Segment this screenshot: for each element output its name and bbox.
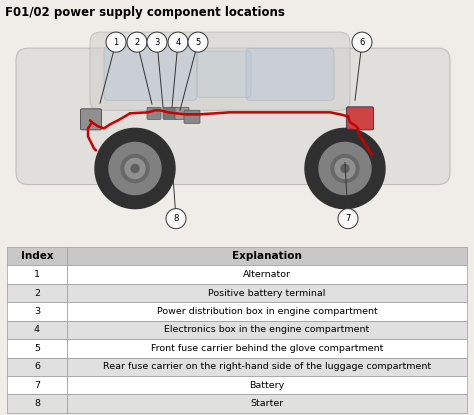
Bar — [7, 284, 67, 302]
Text: F01/02 power supply component locations: F01/02 power supply component locations — [5, 6, 285, 19]
Text: Alternator: Alternator — [243, 270, 291, 279]
FancyBboxPatch shape — [346, 107, 374, 130]
Bar — [7, 376, 67, 395]
Circle shape — [305, 128, 385, 209]
Bar — [7, 265, 67, 284]
Bar — [67, 302, 467, 321]
Text: Electronics box in the engine compartment: Electronics box in the engine compartmen… — [164, 325, 370, 334]
Circle shape — [127, 32, 147, 52]
Circle shape — [341, 164, 349, 173]
Circle shape — [109, 142, 161, 195]
FancyBboxPatch shape — [81, 109, 101, 130]
Text: 8: 8 — [173, 214, 179, 223]
Bar — [67, 395, 467, 413]
Bar — [7, 247, 67, 265]
Bar — [7, 339, 67, 358]
Bar — [67, 376, 467, 395]
FancyBboxPatch shape — [147, 107, 161, 120]
Circle shape — [125, 159, 145, 178]
Bar — [7, 321, 67, 339]
Text: 1: 1 — [113, 38, 118, 46]
FancyBboxPatch shape — [246, 48, 334, 100]
Text: Positive battery terminal: Positive battery terminal — [208, 288, 326, 298]
Circle shape — [335, 159, 355, 178]
Bar — [67, 358, 467, 376]
Text: 5: 5 — [195, 38, 201, 46]
Circle shape — [129, 162, 141, 174]
Circle shape — [147, 32, 167, 52]
FancyBboxPatch shape — [197, 51, 251, 97]
Bar — [67, 265, 467, 284]
Bar — [67, 247, 467, 265]
Circle shape — [121, 154, 149, 183]
Bar — [67, 321, 467, 339]
FancyBboxPatch shape — [16, 48, 450, 185]
Circle shape — [131, 164, 139, 173]
Text: 6: 6 — [34, 362, 40, 371]
Text: 2: 2 — [34, 288, 40, 298]
Text: Starter: Starter — [250, 399, 283, 408]
Bar — [7, 302, 67, 321]
FancyBboxPatch shape — [175, 107, 189, 120]
Text: 1: 1 — [34, 270, 40, 279]
Circle shape — [338, 209, 358, 229]
Bar — [7, 395, 67, 413]
Bar — [67, 284, 467, 302]
Bar — [67, 339, 467, 358]
Circle shape — [319, 142, 371, 195]
Text: 5: 5 — [34, 344, 40, 353]
Text: 3: 3 — [155, 38, 160, 46]
Circle shape — [106, 32, 126, 52]
Text: Index: Index — [21, 251, 53, 261]
Text: Battery: Battery — [249, 381, 284, 390]
FancyBboxPatch shape — [184, 110, 200, 123]
Circle shape — [168, 32, 188, 52]
Circle shape — [339, 162, 351, 174]
Circle shape — [188, 32, 208, 52]
Circle shape — [331, 154, 359, 183]
Text: 6: 6 — [359, 38, 365, 46]
Bar — [7, 358, 67, 376]
Text: 4: 4 — [175, 38, 181, 46]
FancyBboxPatch shape — [104, 46, 197, 100]
Text: Explanation: Explanation — [232, 251, 302, 261]
Text: Rear fuse carrier on the right-hand side of the luggage compartment: Rear fuse carrier on the right-hand side… — [103, 362, 431, 371]
Text: 4: 4 — [34, 325, 40, 334]
Text: Power distribution box in engine compartment: Power distribution box in engine compart… — [156, 307, 377, 316]
Circle shape — [166, 209, 186, 229]
Text: 7: 7 — [34, 381, 40, 390]
Circle shape — [95, 128, 175, 209]
Text: 8: 8 — [34, 399, 40, 408]
Text: 2: 2 — [134, 38, 140, 46]
Circle shape — [352, 32, 372, 52]
Text: 3: 3 — [34, 307, 40, 316]
FancyBboxPatch shape — [90, 32, 350, 110]
Text: 7: 7 — [346, 214, 351, 223]
FancyBboxPatch shape — [163, 107, 177, 120]
Text: Front fuse carrier behind the glove compartment: Front fuse carrier behind the glove comp… — [151, 344, 383, 353]
